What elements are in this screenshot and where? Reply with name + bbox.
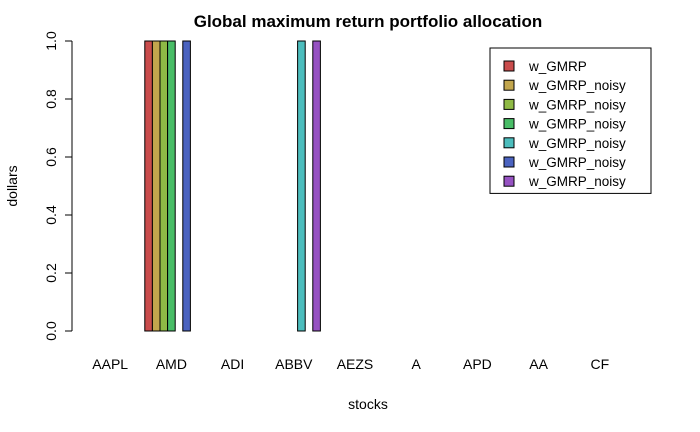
- x-axis-tick-labels: AAPL AMD ADI ABBV AEZS A APD AA CF: [92, 356, 609, 372]
- x-tick-label: AAPL: [92, 356, 128, 372]
- legend: w_GMRP w_GMRP_noisy w_GMRP_noisy w_GMRP_noi…: [489, 47, 652, 194]
- x-tick-label: AEZS: [337, 356, 374, 372]
- bars: [144, 40, 321, 332]
- legend-entry-label: w_GMRP_noisy: [528, 97, 626, 112]
- legend-entry-label: w_GMRP_noisy: [528, 155, 626, 170]
- y-tick-label: 1.0: [43, 31, 59, 51]
- y-axis-label: dollars: [4, 165, 20, 206]
- chart-title: Global maximum return portfolio allocati…: [194, 12, 543, 31]
- legend-entry-label: w_GMRP: [528, 59, 587, 74]
- bar-amd-series-4: [167, 40, 176, 332]
- y-axis: 0.0 0.2 0.4 0.6 0.8 1.0: [43, 31, 73, 341]
- legend-entry-label: w_GMRP_noisy: [528, 174, 626, 189]
- y-tick-label: 0.4: [43, 205, 59, 225]
- legend-swatch: [503, 98, 515, 110]
- legend-entry-label: w_GMRP_noisy: [528, 136, 626, 151]
- x-tick-label: A: [412, 356, 422, 372]
- legend-box: [489, 47, 652, 194]
- bar-amd-series-2: [151, 40, 161, 332]
- x-tick-label: CF: [590, 356, 609, 372]
- x-tick-label: ABBV: [275, 356, 313, 372]
- legend-swatch: [503, 118, 515, 130]
- bar-amd-series-1: [144, 40, 153, 332]
- y-tick-label: 0.2: [43, 263, 59, 283]
- legend-swatch: [503, 156, 515, 168]
- x-tick-label: AA: [529, 356, 548, 372]
- legend-swatch: [503, 60, 515, 72]
- x-tick-label: ADI: [221, 356, 244, 372]
- legend-swatch: [503, 79, 515, 91]
- y-tick-label: 0.6: [43, 147, 59, 167]
- legend-swatch: [503, 137, 515, 149]
- legend-entry-label: w_GMRP_noisy: [528, 117, 626, 132]
- x-tick-label: AMD: [156, 356, 187, 372]
- bar-abbv-series-7: [312, 40, 321, 332]
- bar-abbv-series-5: [297, 40, 306, 332]
- legend-entry-label: w_GMRP_noisy: [528, 78, 626, 93]
- bar-amd-series-3: [159, 40, 169, 332]
- bar-amd-series-6: [182, 40, 191, 332]
- legend-swatch: [503, 175, 515, 187]
- y-tick-label: 0.8: [43, 89, 59, 109]
- x-axis-label: stocks: [348, 396, 388, 412]
- x-tick-label: APD: [463, 356, 492, 372]
- y-tick-label: 0.0: [43, 321, 59, 341]
